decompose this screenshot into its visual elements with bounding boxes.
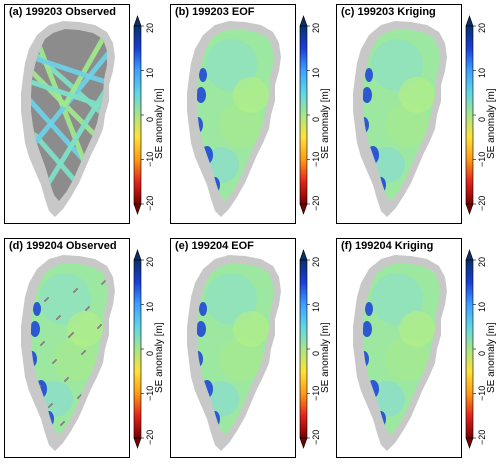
colorbar-tick-label: −20 (311, 195, 321, 211)
colorbar-tick-label: 10 (477, 301, 487, 312)
colorbar-graphic (299, 249, 310, 449)
colorbar-label: SE anomaly [m] (320, 322, 331, 393)
panel-a: (a) 199203 Observed (4, 4, 130, 224)
colorbar-tick-label: 10 (311, 67, 321, 78)
colorbar-graphic (465, 15, 476, 215)
colorbar-ramp (299, 25, 308, 205)
anomaly-field (363, 39, 438, 198)
colorbar-tick-label: 20 (145, 256, 155, 267)
colorbar-ramp (465, 259, 474, 439)
colorbar-c: 20 10 0 −10 −20 SE anomaly [m] (462, 4, 500, 224)
colorbar-label: SE anomaly [m] (320, 88, 331, 159)
colorbar-e: 20 10 0 −10 −20 SE anomaly [m] (296, 238, 336, 458)
colorbar-label: SE anomaly [m] (486, 88, 497, 159)
panel-b: (b) 199203 EOF (170, 4, 296, 224)
panel-title: (d) 199204 Observed (9, 240, 117, 252)
map-a (21, 21, 115, 217)
panel-title: (a) 199203 Observed (9, 6, 117, 18)
colorbar-tick-label: 20 (311, 256, 321, 267)
panel-f: (f) 199204 Kriging (336, 238, 462, 458)
colorbar-label: SE anomaly [m] (154, 322, 165, 393)
panel-title: (b) 199203 EOF (175, 6, 255, 18)
map-b (187, 21, 281, 217)
colorbar-ramp (299, 259, 308, 439)
panel-title: (e) 199204 EOF (175, 240, 254, 252)
colorbar-tick-label: −20 (477, 195, 487, 211)
panel-title: (f) 199204 Kriging (341, 240, 434, 252)
map-d (21, 255, 115, 451)
colorbar-tick-label: 10 (311, 301, 321, 312)
colorbar-graphic (299, 15, 310, 215)
colorbar-a: 20 10 0 −10 −20 SE anomaly [m] (130, 4, 170, 224)
map-e (187, 255, 281, 451)
colorbar-label: SE anomaly [m] (486, 322, 497, 393)
colorbar-tick-label: 10 (145, 301, 155, 312)
colorbar-tick-label: −20 (477, 429, 487, 445)
colorbar-tick-label: 20 (145, 22, 155, 33)
colorbar-d: 20 10 0 −10 −20 SE anomaly [m] (130, 238, 170, 458)
colorbar-graphic (133, 249, 144, 449)
map-f (353, 255, 447, 451)
colorbar-tick-label: 20 (311, 22, 321, 33)
panel-e: (e) 199204 EOF (170, 238, 296, 458)
panel-title: (c) 199203 Kriging (341, 6, 436, 18)
colorbar-tick-label: 10 (477, 67, 487, 78)
colorbar-tick-label: 20 (477, 256, 487, 267)
colorbar-f: 20 10 0 −10 −20 SE anomaly [m] (462, 238, 500, 458)
panel-c: (c) 199203 Kriging (336, 4, 462, 224)
colorbar-ramp (133, 259, 142, 439)
colorbar-tick-label: −20 (311, 429, 321, 445)
colorbar-ramp (133, 25, 142, 205)
colorbar-label: SE anomaly [m] (154, 88, 165, 159)
colorbar-graphic (133, 15, 144, 215)
colorbar-b: 20 10 0 −10 −20 SE anomaly [m] (296, 4, 336, 224)
panel-d: (d) 199204 Observed (4, 238, 130, 458)
colorbar-graphic (465, 249, 476, 449)
colorbar-tick-label: −20 (145, 195, 155, 211)
colorbar-tick-label: −20 (145, 429, 155, 445)
colorbar-tick-label: 10 (145, 67, 155, 78)
colorbar-ramp (465, 25, 474, 205)
map-c (353, 21, 447, 217)
colorbar-tick-label: 20 (477, 22, 487, 33)
